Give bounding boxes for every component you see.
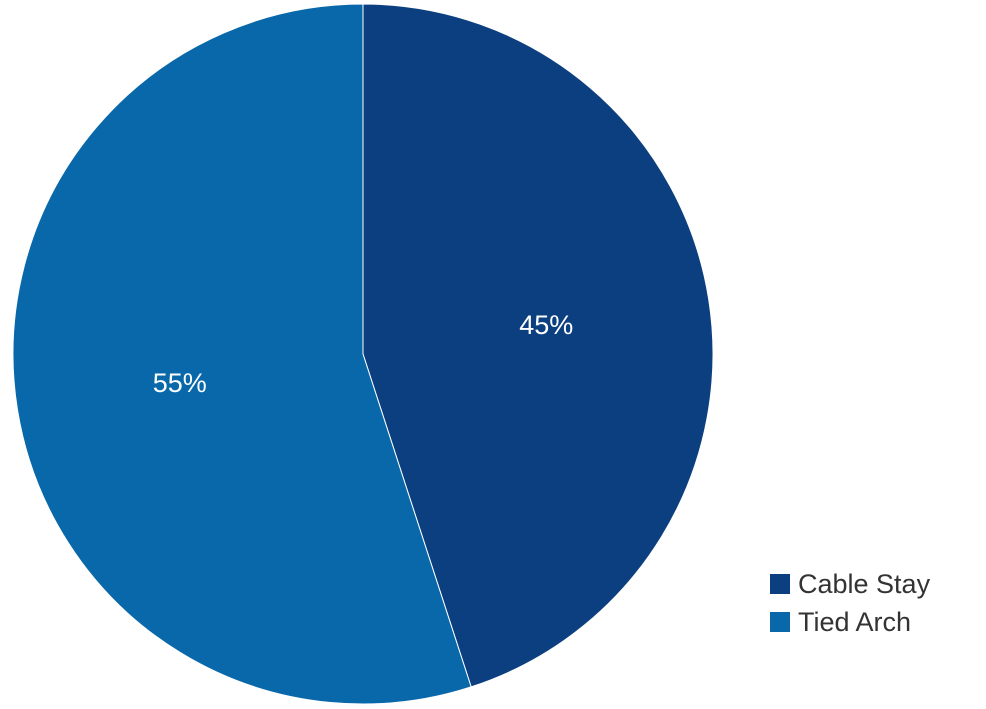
legend-item-cable-stay: Cable Stay	[770, 565, 930, 603]
pie-slice-tied-arch	[12, 3, 472, 705]
legend: Cable Stay Tied Arch	[770, 565, 930, 641]
data-label-cable-stay: 45%	[519, 310, 573, 340]
legend-swatch-tied-arch	[770, 612, 790, 632]
data-label-tied-arch: 55%	[153, 368, 207, 398]
legend-label-tied-arch: Tied Arch	[798, 606, 912, 637]
legend-label-cable-stay: Cable Stay	[798, 568, 931, 599]
legend-item-tied-arch: Tied Arch	[770, 603, 930, 641]
pie-slice-cable-stay	[362, 3, 714, 688]
legend-swatch-cable-stay	[770, 574, 790, 594]
